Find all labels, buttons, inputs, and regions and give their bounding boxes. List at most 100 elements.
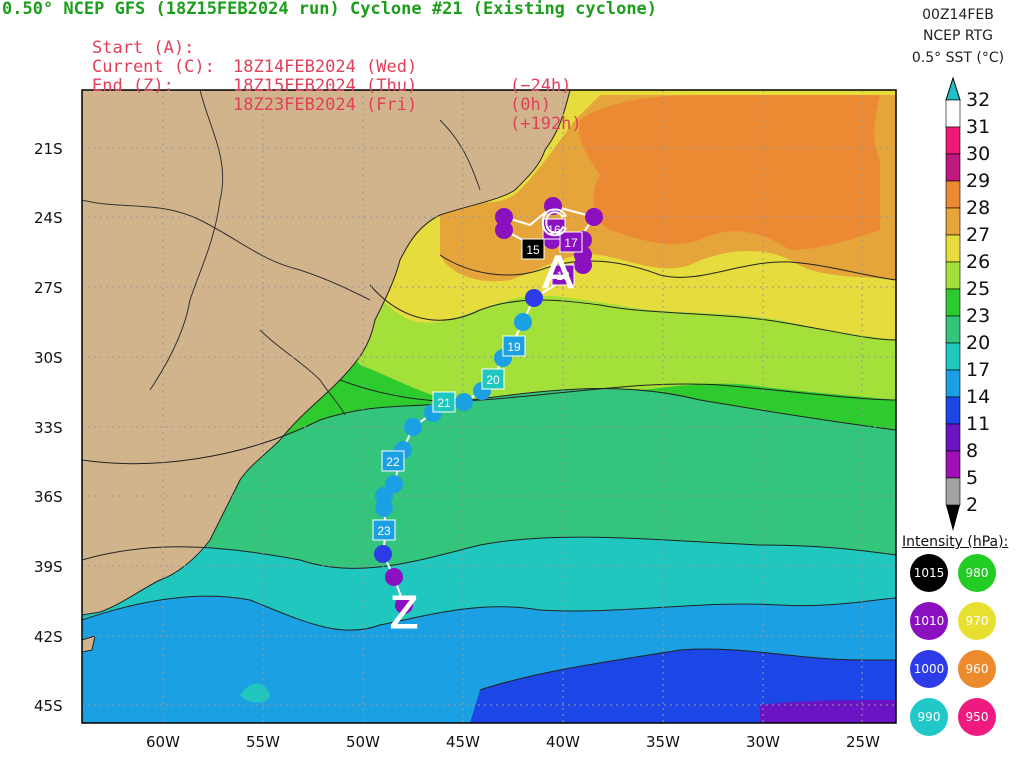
colorbar-tick-label: 2 (966, 494, 979, 516)
end-letter: Z (390, 586, 418, 638)
border-line (439, 119, 481, 191)
land-islands (82, 635, 96, 653)
sst-contour (82, 595, 896, 631)
lon-label: 30W (746, 733, 780, 751)
sst-contour (339, 379, 896, 402)
day-marker-label: 16 (547, 223, 561, 237)
day-marker-box (381, 450, 405, 472)
track-point (455, 393, 473, 411)
intensity-swatch: 1010 (910, 602, 948, 640)
current-label: Current (C): (92, 57, 215, 77)
lon-label: 60W (146, 733, 180, 751)
colorbar-swatch (945, 99, 961, 128)
track-point (544, 197, 562, 215)
colorbar-tick-label: 28 (966, 197, 991, 219)
track-point (374, 545, 392, 563)
colorbar-swatch (945, 180, 961, 209)
current-date: 18Z15FEB2024 (Thu) (233, 76, 418, 96)
track-point (385, 475, 403, 493)
chart-title: 0.50° NCEP GFS (18Z15FEB2024 run) Cyclon… (2, 0, 658, 19)
lon-label: 55W (246, 733, 280, 751)
day-marker-label: 23 (377, 524, 391, 538)
colorbar-swatch (945, 207, 961, 236)
colorbar-tick-label: 23 (966, 305, 991, 327)
colorbar-swatch (945, 234, 961, 263)
lon-label: 50W (346, 733, 380, 751)
lon-label: 35W (646, 733, 680, 751)
colorbar-tick-label: 29 (966, 170, 991, 192)
lon-label: 45W (446, 733, 480, 751)
lon-label: 25W (846, 733, 880, 751)
lat-label: 45S (34, 697, 63, 715)
sst-contour (369, 284, 896, 341)
start-letter: A (543, 246, 574, 298)
colorbar-top-arrow (945, 76, 961, 101)
day-marker-label: 17 (564, 236, 578, 250)
end-date: 18Z23FEB2024 (Fri) (233, 95, 418, 115)
sst-units: 0.5° SST (°C) (911, 50, 1005, 66)
lat-label: 36S (34, 488, 63, 506)
day-markers: 15 16 17 18 19 20 21 22 23 (372, 218, 583, 541)
track-point (385, 568, 403, 586)
border-line (82, 199, 371, 301)
sst-contour (479, 648, 896, 691)
day-marker-box (502, 335, 526, 357)
colorbar-swatch (945, 450, 961, 479)
track-point (495, 208, 513, 226)
sst-contour (82, 536, 896, 569)
start-date: 18Z14FEB2024 (Wed) (233, 57, 418, 77)
colorbar-bottom-arrow (946, 505, 960, 531)
day-marker-label: 18 (556, 269, 570, 283)
colorbar-swatch (945, 288, 961, 317)
current-letter: C (541, 202, 567, 243)
colorbar-tick-label: 11 (966, 413, 991, 435)
start-label: Start (A): (92, 38, 195, 58)
sst-source: NCEP RTG (922, 28, 994, 44)
track-point (375, 499, 393, 517)
lat-label: 27S (34, 279, 63, 297)
colorbar-swatch (945, 126, 961, 155)
day-marker-box (521, 238, 545, 260)
border-line (149, 90, 224, 391)
day-marker-box (551, 264, 575, 286)
day-marker-box (432, 391, 456, 413)
track-point (395, 596, 413, 614)
sst-date: 00Z14FEB (922, 7, 994, 23)
intensity-swatch: 990 (910, 698, 948, 736)
colorbar-tick-label: 14 (966, 386, 991, 408)
land-south-america (82, 90, 571, 616)
day-marker-label: 15 (526, 243, 540, 257)
day-marker-box (481, 368, 505, 390)
intensity-swatch: 970 (958, 602, 996, 640)
lat-label: 39S (34, 558, 63, 576)
current-offset: (0h) (510, 95, 551, 115)
lat-label: 24S (34, 209, 63, 227)
lat-label: 33S (34, 419, 63, 437)
colorbar-tick-label: 8 (966, 440, 979, 462)
colorbar-tick-label: 27 (966, 224, 991, 246)
track-point (585, 208, 603, 226)
colorbar-tick-label: 25 (966, 278, 991, 300)
colorbar-tick-label: 30 (966, 143, 991, 165)
colorbar (945, 76, 961, 531)
colorbar-tick-label: 20 (966, 332, 991, 354)
colorbar-swatch (945, 153, 961, 182)
end-offset: (+192h) (510, 114, 582, 134)
day-marker-label: 20 (486, 373, 500, 387)
track-point (574, 256, 592, 274)
sst-band-29 (579, 95, 880, 250)
day-marker-box (372, 519, 396, 541)
map-frame (81, 89, 897, 724)
start-row: Start (A): 18Z14FEB2024 (Wed) (−24h) (92, 20, 571, 96)
colorbar-tick-label: 32 (966, 89, 991, 111)
lat-label: 21S (34, 140, 63, 158)
colorbar-tick-label: 17 (966, 359, 991, 381)
sst-contour (439, 254, 896, 281)
track-point (404, 418, 422, 436)
track-point (514, 313, 532, 331)
colorbar-tick-label: 5 (966, 467, 979, 489)
current-row: Current (C): 18Z15FEB2024 (Thu) (0h) (92, 39, 551, 115)
intensity-legend-title: Intensity (hPa): (902, 534, 1009, 550)
day-marker-label: 22 (386, 455, 400, 469)
colorbar-tick-label: 26 (966, 251, 991, 273)
